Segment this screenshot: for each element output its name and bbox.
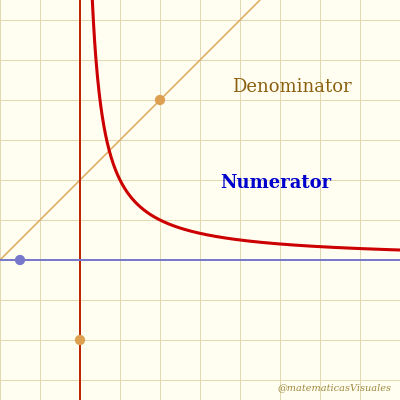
Text: Denominator: Denominator	[232, 78, 352, 96]
Point	[157, 97, 163, 103]
Text: Numerator: Numerator	[220, 174, 331, 192]
Text: @matematicasVisuales: @matematicasVisuales	[278, 383, 392, 392]
Point	[17, 257, 23, 263]
Point	[77, 337, 83, 343]
